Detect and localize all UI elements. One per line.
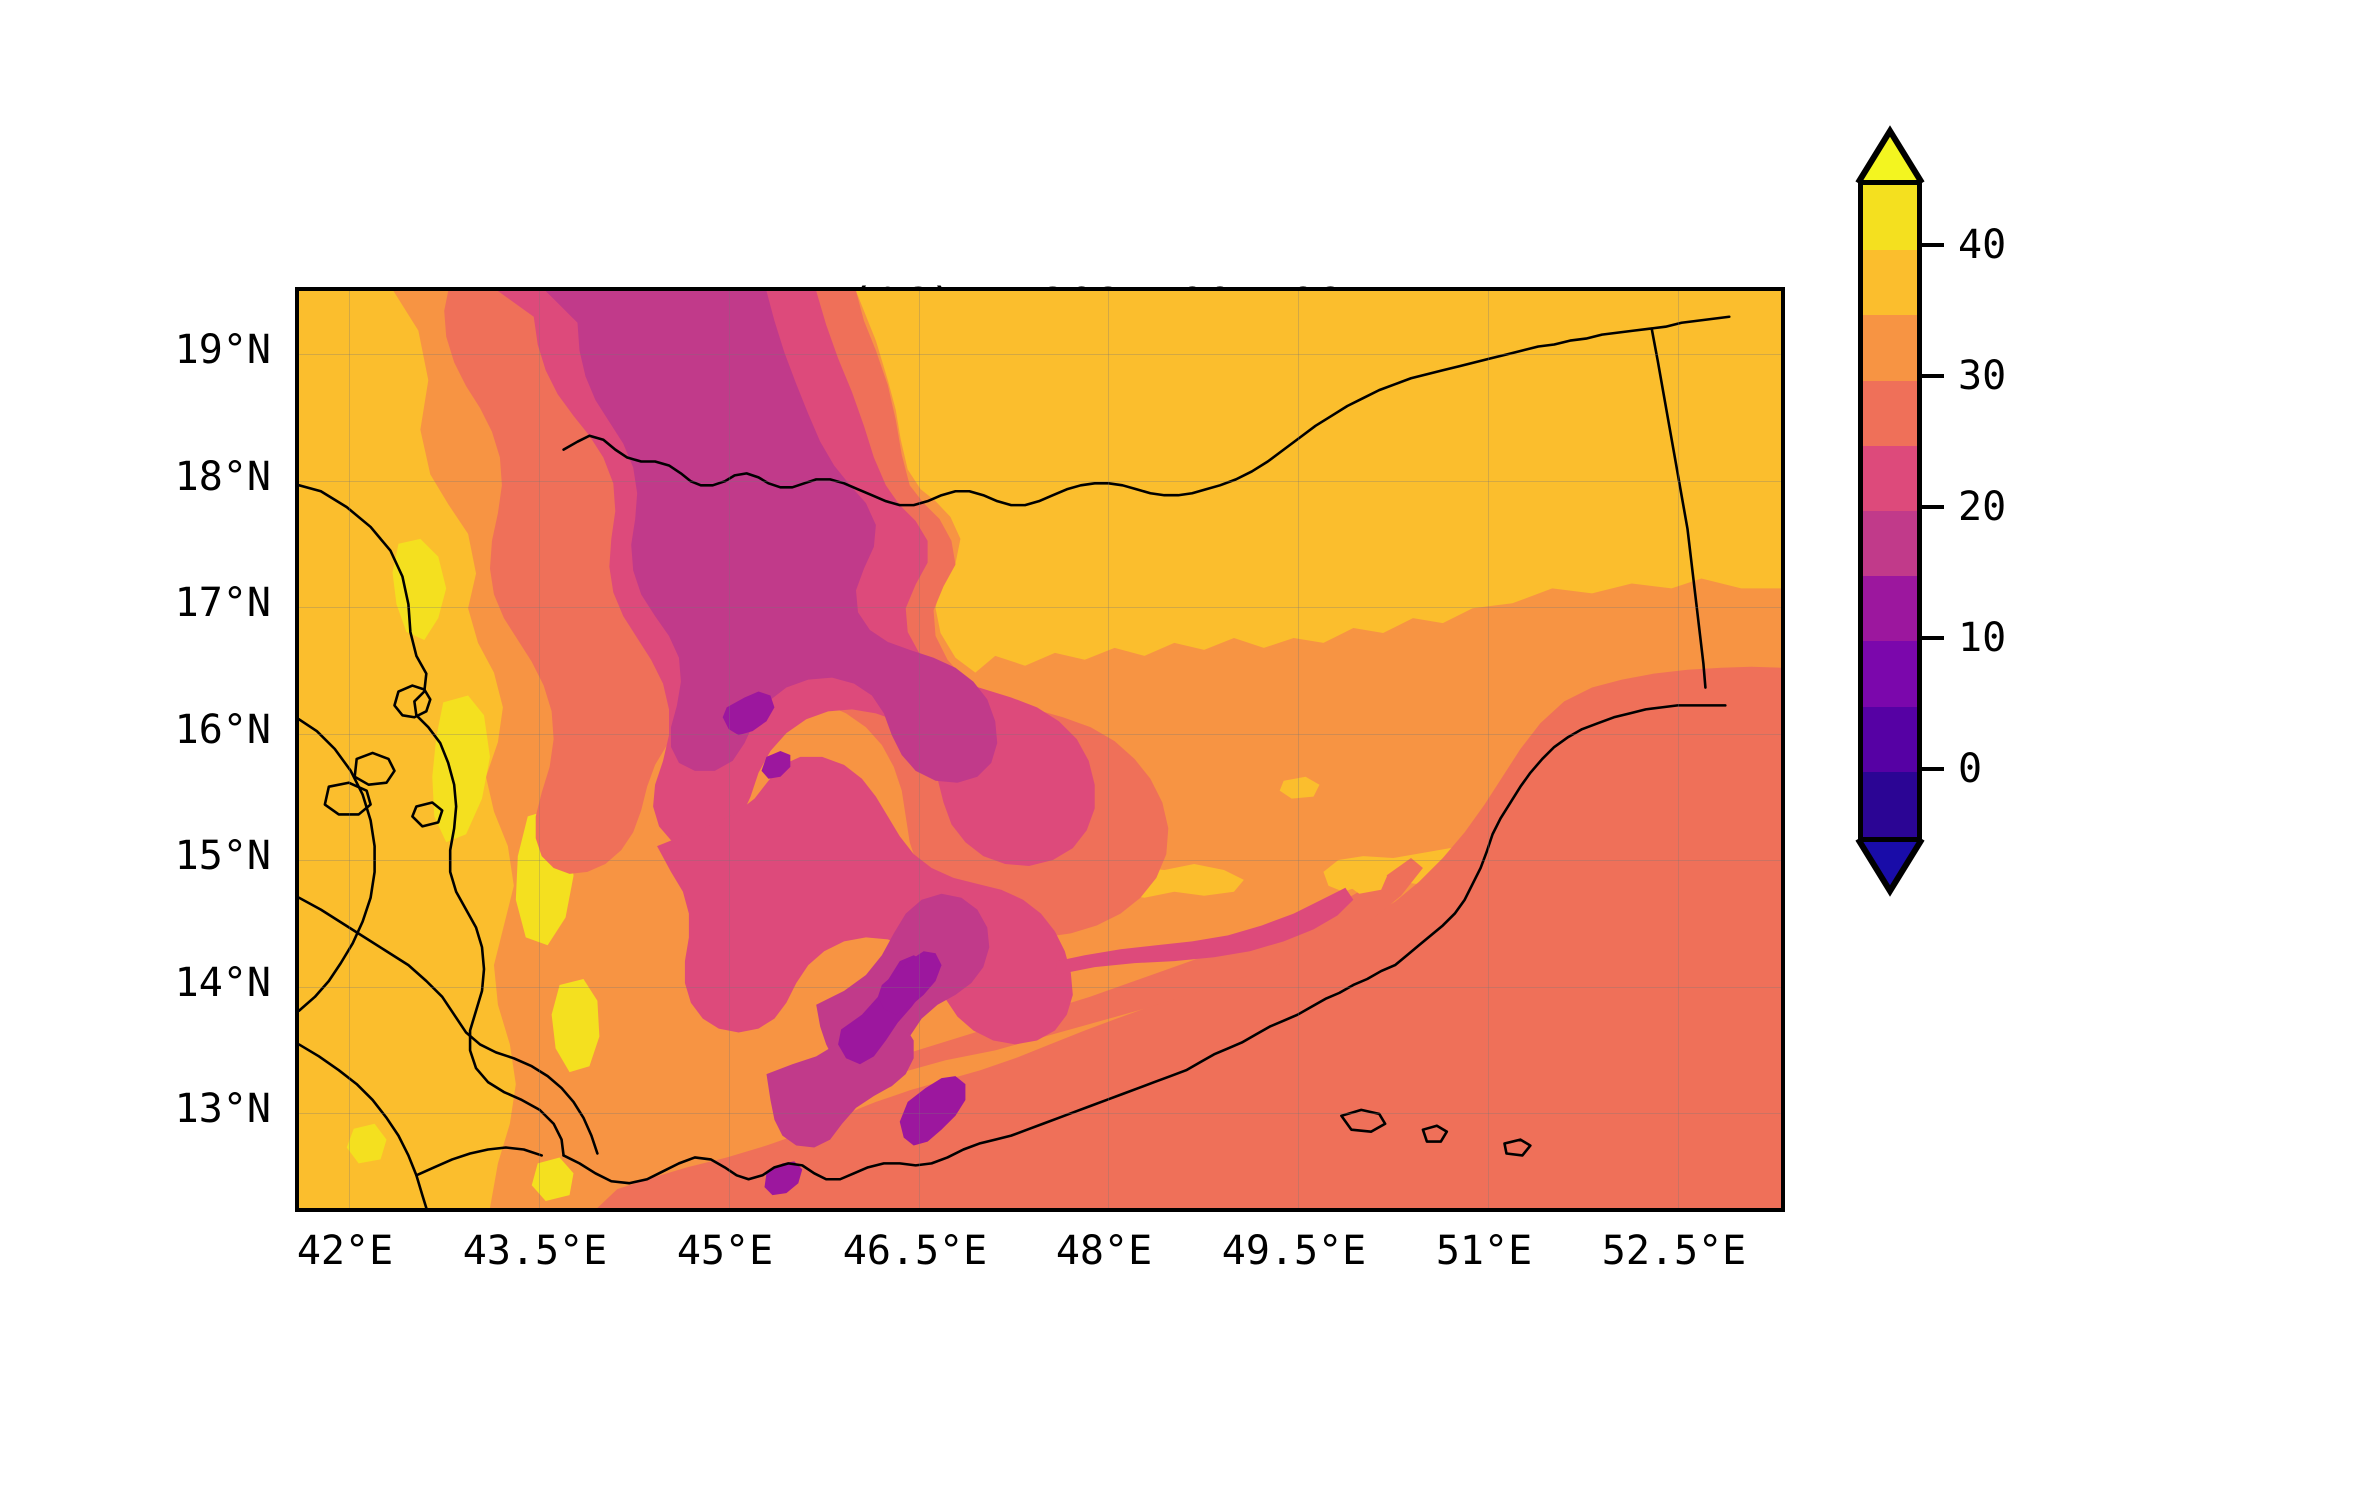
- gridline-lon-43.5: [539, 291, 540, 1208]
- colorbar-band-5-10: [1863, 641, 1917, 707]
- contour-band-10-15-core-b: [877, 951, 942, 1015]
- gridline-lon-52.5: [1678, 291, 1679, 1208]
- ytick-label-13: 13°N: [174, 1086, 271, 1132]
- contour-band-20-25-east: [1054, 887, 1354, 976]
- colorbar-tick-10: [1922, 636, 1944, 640]
- colorbar-band-n5-0: [1863, 771, 1917, 837]
- contour-band-10-15-core-c: [899, 1076, 966, 1146]
- gridline-lat-15: [299, 860, 1781, 861]
- contour-band-40-45-tihama-b: [432, 695, 490, 843]
- colorbar-extend-arrow-top: [1858, 133, 1922, 180]
- colorbar-band-35-40: [1863, 250, 1917, 316]
- border-west-internal: [299, 896, 599, 1155]
- colorbar[interactable]: 40 30 20 10 0: [1855, 125, 2006, 897]
- contour-band-10-15-core-f: [764, 1161, 803, 1196]
- colorbar-body[interactable]: [1858, 180, 1922, 842]
- island-group-a: [353, 751, 396, 786]
- colorbar-band-0-5: [1863, 706, 1917, 772]
- ytick-label-19: 19°N: [174, 327, 271, 373]
- coastline-djibouti: [299, 1043, 428, 1208]
- contour-band-10-15-core-e: [761, 750, 791, 779]
- colorbar-arrow-top-outline: [1855, 125, 1925, 185]
- gridline-lon-42: [349, 291, 350, 1208]
- ytick-label-17: 17°N: [174, 580, 271, 626]
- colorbar-ticklabel-0: 0: [1958, 746, 1983, 792]
- ytick-label-15: 15°N: [174, 833, 271, 879]
- gridline-lon-48: [1108, 291, 1109, 1208]
- colorbar-band-40-45: [1863, 185, 1917, 251]
- xtick-label-4: 48°E: [1055, 1228, 1153, 1274]
- colorbar-extend-arrow-bottom: [1858, 842, 1922, 889]
- contour-band-35-40-gold-se: [1345, 865, 1388, 894]
- border-internal-sw: [415, 1146, 543, 1177]
- colorbar-tick-40: [1922, 243, 1944, 247]
- colorbar-arrow-bottom-outline: [1855, 837, 1925, 897]
- gridline-lat-14: [299, 987, 1781, 988]
- gridline-lat-16: [299, 734, 1781, 735]
- gridline-lat-18: [299, 481, 1781, 482]
- contour-band-40-45-se: [531, 1157, 574, 1202]
- contour-band-25-30-sea: [597, 666, 1781, 1208]
- coastline-gulf-of-aden: [562, 704, 1727, 1185]
- colorbar-band-20-25: [1863, 445, 1917, 511]
- ytick-label-18: 18°N: [174, 454, 271, 500]
- ytick-label-16: 16°N: [174, 707, 271, 753]
- colorbar-tick-30: [1922, 374, 1944, 378]
- gridline-lat-17: [299, 607, 1781, 608]
- gridline-lon-49.5: [1298, 291, 1299, 1208]
- map-axes[interactable]: [295, 287, 1785, 1212]
- contour-band-35-40-tihama: [299, 291, 516, 1208]
- colorbar-tick-0: [1922, 767, 1944, 771]
- map-coastlines: [299, 315, 1731, 1208]
- contour-band-40-45-tihama-a: [392, 538, 447, 640]
- colorbar-ticklabel-40: 40: [1958, 222, 2007, 268]
- coastline-africa-east: [299, 717, 376, 1013]
- colorbar-band-15-20: [1863, 511, 1917, 577]
- contour-band-10-15-core-d: [722, 691, 775, 736]
- islet-se-b: [1421, 1124, 1449, 1143]
- border-yemen-oman: [1650, 327, 1707, 689]
- islet-se-c: [1503, 1138, 1532, 1157]
- islet-se-a: [1340, 1108, 1387, 1133]
- contour-band-40-45-tihama-d: [551, 978, 600, 1073]
- colorbar-band-10-15: [1863, 576, 1917, 642]
- xtick-label-2: 45°E: [676, 1228, 774, 1274]
- temperature-contour-svg: [299, 291, 1781, 1208]
- map-contour-field: [299, 291, 1781, 1208]
- xtick-label-3: 46.5°E: [842, 1228, 988, 1274]
- island-small-c: [411, 801, 444, 828]
- island-kamaran: [393, 684, 432, 719]
- colorbar-ticklabel-10: 10: [1958, 615, 2007, 661]
- contour-band-15-20-nw: [545, 291, 998, 783]
- gridline-lat-19: [299, 354, 1781, 355]
- colorbar-band-25-30: [1863, 380, 1917, 446]
- xtick-label-6: 51°E: [1435, 1228, 1533, 1274]
- coastline-red-sea: [299, 484, 565, 1157]
- island-group-b: [323, 781, 372, 816]
- contour-band-25-30-tongue: [873, 858, 1423, 1075]
- colorbar-ticklabel-20: 20: [1958, 484, 2007, 530]
- contour-band-40-45-small: [346, 1123, 387, 1164]
- contour-band-35-40-spot-48e: [1279, 776, 1320, 799]
- colorbar-tick-20: [1922, 505, 1944, 509]
- ytick-label-14: 14°N: [174, 960, 271, 1006]
- gridline-lon-51: [1488, 291, 1489, 1208]
- xtick-label-0: 42°E: [296, 1228, 394, 1274]
- gridline-lon-46.5: [919, 291, 920, 1208]
- contour-band-35-40-north: [855, 291, 1781, 673]
- xtick-label-7: 52.5°E: [1601, 1228, 1747, 1274]
- colorbar-ticklabel-30: 30: [1958, 353, 2007, 399]
- colorbar-band-30-35: [1863, 315, 1917, 381]
- gridline-lat-13: [299, 1113, 1781, 1114]
- gridline-lon-45: [729, 291, 730, 1208]
- border-yemen-saudi: [562, 315, 1731, 507]
- xtick-label-5: 49.5°E: [1221, 1228, 1367, 1274]
- xtick-label-1: 43.5°E: [462, 1228, 608, 1274]
